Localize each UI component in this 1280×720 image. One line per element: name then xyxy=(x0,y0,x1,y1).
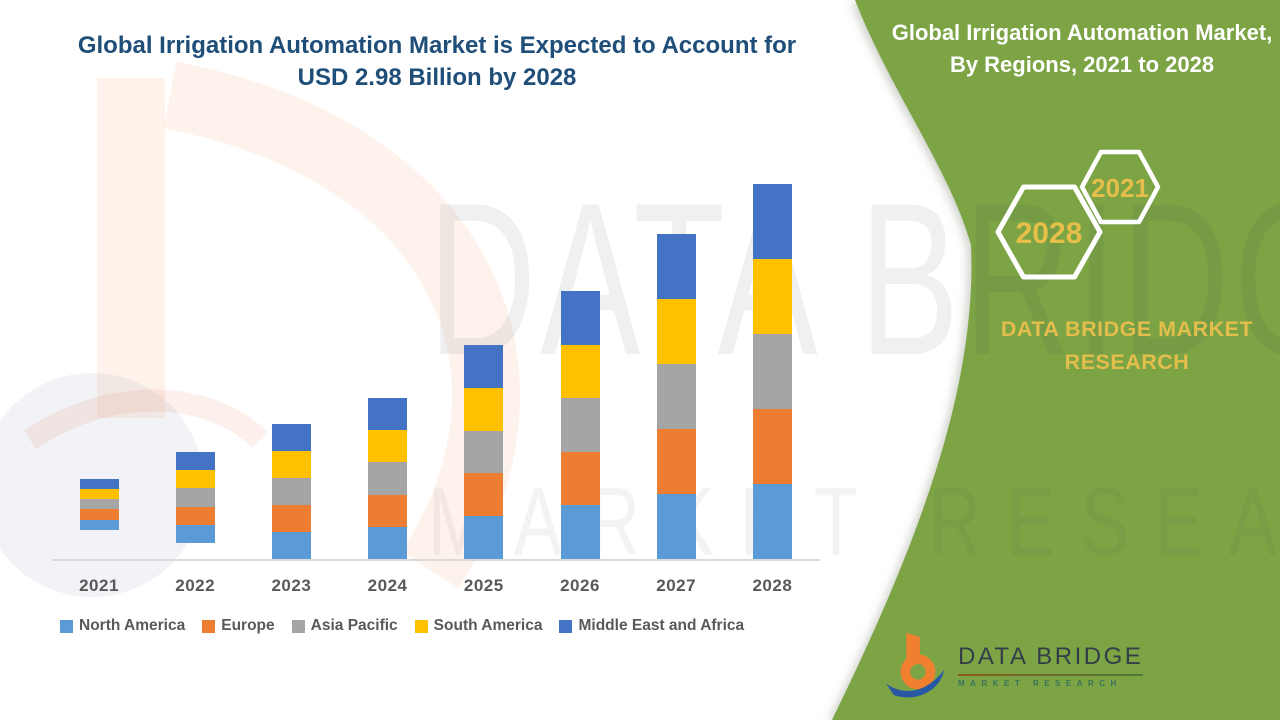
bar-segment-south-america xyxy=(175,470,215,489)
bar-segment-middle-east-and-africa xyxy=(175,452,215,471)
bar-segment-asia-pacific xyxy=(79,499,119,510)
bar-segment-middle-east-and-africa xyxy=(656,234,696,300)
stacked-bar-2024 xyxy=(368,398,408,560)
bar-segment-middle-east-and-africa xyxy=(271,424,311,452)
legend-swatch xyxy=(414,619,428,633)
bar-segment-middle-east-and-africa xyxy=(79,478,119,489)
stacked-bar-2028 xyxy=(752,184,792,560)
legend-item-asia-pacific: Asia Pacific xyxy=(291,617,398,635)
footer-logo: DATA BRIDGE MARKET RESEARCH xyxy=(886,630,1144,700)
bar-segment-north-america xyxy=(752,484,792,560)
legend-swatch xyxy=(202,619,216,633)
stacked-bar-2027 xyxy=(656,234,696,559)
bar-segment-south-america xyxy=(271,451,311,479)
bar-segment-north-america xyxy=(464,516,504,559)
bar-segment-north-america xyxy=(79,519,119,530)
bar-segment-asia-pacific xyxy=(656,364,696,430)
bar-segment-europe xyxy=(175,506,215,525)
bar-segment-middle-east-and-africa xyxy=(752,184,792,260)
x-axis-label-2027: 2027 xyxy=(656,576,697,595)
bar-segment-south-america xyxy=(464,387,504,431)
bar-segment-europe xyxy=(271,505,311,533)
bar-segment-asia-pacific xyxy=(752,334,792,410)
stacked-bar-2023 xyxy=(271,424,311,559)
legend-item-middle-east-and-africa: Middle East and Africa xyxy=(559,617,744,635)
bar-segment-north-america xyxy=(656,494,696,559)
stacked-bar-2025 xyxy=(464,345,504,559)
hexagon-2021 xyxy=(1079,149,1161,225)
legend-label: Asia Pacific xyxy=(310,617,398,634)
legend-label: Middle East and Africa xyxy=(578,617,745,634)
bar-segment-middle-east-and-africa xyxy=(560,291,600,345)
legend-swatch xyxy=(559,619,573,633)
chart-legend: North America Europe Asia Pacific South Ame… xyxy=(60,617,744,635)
bar-segment-middle-east-and-africa xyxy=(464,345,504,388)
bar-segment-europe xyxy=(656,429,696,495)
chart-title: Global Irrigation Automation Market is E… xyxy=(77,32,797,91)
bar-segment-north-america xyxy=(271,532,311,559)
stacked-bar-2022 xyxy=(175,452,215,559)
bar-segment-europe xyxy=(560,451,600,506)
legend-item-north-america: North America xyxy=(60,617,185,635)
legend-label: North America xyxy=(79,617,186,634)
bar-segment-south-america xyxy=(752,259,792,335)
legend-item-south-america: South America xyxy=(414,617,543,635)
hexagon-2021-label: 2021 xyxy=(1091,173,1149,203)
bar-segment-europe xyxy=(79,509,119,520)
stacked-bar-2021 xyxy=(79,478,119,560)
bar-segment-europe xyxy=(464,473,504,517)
bar-segment-north-america xyxy=(560,505,600,559)
bar-segment-asia-pacific xyxy=(271,478,311,506)
x-axis-label-2024: 2024 xyxy=(367,576,408,595)
hexagon-2028-label: 2028 xyxy=(1016,217,1083,250)
x-axis-label-2023: 2023 xyxy=(271,576,312,595)
x-axis-label-2028: 2028 xyxy=(752,576,793,595)
side-panel-title: Global Irrigation Automation Market, By … xyxy=(891,20,1273,77)
bar-segment-south-america xyxy=(79,488,119,500)
legend-label: South America xyxy=(433,617,543,634)
hexagon-2028 xyxy=(995,184,1103,280)
x-axis-label-2025: 2025 xyxy=(463,576,504,595)
legend-swatch xyxy=(60,619,73,633)
bar-segment-south-america xyxy=(560,344,600,399)
footer-logo-name: DATA BRIDGE xyxy=(958,642,1144,676)
bar-segment-asia-pacific xyxy=(368,462,408,495)
bar-segment-asia-pacific xyxy=(175,488,215,507)
stacked-bar-2026 xyxy=(560,291,600,559)
bar-segment-north-america xyxy=(368,526,408,560)
x-axis-label-2021: 2021 xyxy=(79,576,119,595)
bar-segment-europe xyxy=(752,409,792,485)
bar-segment-south-america xyxy=(368,430,408,463)
x-axis-label-2026: 2026 xyxy=(560,576,600,595)
bar-segment-middle-east-and-africa xyxy=(368,398,408,431)
x-axis-line xyxy=(52,559,820,561)
legend-label: Europe xyxy=(221,617,275,634)
bar-segment-europe xyxy=(368,494,408,527)
brand-text: DATA BRIDGE MARKET RESEARCH xyxy=(1000,317,1254,374)
bar-segment-asia-pacific xyxy=(560,398,600,452)
legend-swatch xyxy=(291,619,305,633)
x-axis-label-2022: 2022 xyxy=(175,576,216,595)
data-bridge-logo-icon xyxy=(886,633,945,698)
legend-item-europe: Europe xyxy=(202,617,275,635)
bar-segment-south-america xyxy=(656,299,696,365)
footer-logo-tagline: MARKET RESEARCH xyxy=(958,678,1122,688)
bar-segment-north-america xyxy=(175,524,215,543)
bar-segment-asia-pacific xyxy=(464,430,504,474)
